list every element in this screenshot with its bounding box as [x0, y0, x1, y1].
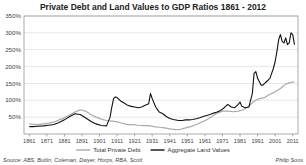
y-tick-label: 50% — [9, 113, 22, 120]
x-tick — [204, 134, 205, 137]
y-tick-label: 200% — [5, 63, 21, 70]
x-tick — [292, 134, 293, 137]
y-tick-label: 100% — [5, 96, 21, 103]
grid — [24, 16, 298, 117]
legend-label: Aggregate Land Values — [168, 147, 230, 153]
x-tick-label: 1941 — [164, 138, 176, 144]
x-tick — [99, 134, 100, 137]
x-tick-label: 1891 — [76, 138, 88, 144]
series-line — [29, 82, 294, 130]
annotation: Source: ABS, Butlin, Coleman, Dwyer, Hor… — [3, 157, 143, 163]
x-tick-label: 1991 — [251, 138, 263, 144]
x-tick-label: 1931 — [146, 138, 158, 144]
x-tick — [187, 134, 188, 137]
x-tick — [81, 134, 82, 137]
x-tick — [275, 134, 276, 137]
x-tick — [152, 134, 153, 137]
x-tick-label: 1911 — [111, 138, 123, 144]
y-tick-label: 250% — [5, 46, 21, 53]
series-line — [29, 33, 294, 127]
x-tick — [222, 134, 223, 137]
grid-line — [24, 83, 298, 84]
x-tick — [169, 134, 170, 137]
x-tick-label: 1871 — [41, 138, 53, 144]
y-tick-label: 300% — [5, 29, 21, 36]
grid-line — [24, 32, 298, 33]
grid-line — [24, 49, 298, 50]
x-tick-label: 1971 — [216, 138, 228, 144]
x-tick-label: 1901 — [93, 138, 105, 144]
x-tick-label: 1951 — [181, 138, 193, 144]
title: Private Debt and Land Values to GDP Rati… — [40, 2, 266, 12]
legend-label: Total Private Debt — [93, 147, 141, 153]
grid-line — [24, 66, 298, 67]
legend: Total Private Debt Aggregate Land Values — [76, 147, 230, 153]
x-tick — [64, 134, 65, 137]
x-tick-label: 1981 — [234, 138, 246, 144]
x-tick-label: 1921 — [128, 138, 140, 144]
x-tick-label: 2011 — [287, 138, 299, 144]
plot-frame — [24, 16, 298, 134]
x-tick — [46, 134, 47, 137]
x-tick-label: 1961 — [199, 138, 211, 144]
y-tick-label: 350% — [5, 12, 21, 19]
chart: Private Debt and Land Values to GDP Rati… — [0, 0, 306, 165]
legend-swatch — [151, 149, 165, 150]
series-group — [29, 33, 294, 130]
legend-swatch — [76, 149, 90, 150]
x-tick — [134, 134, 135, 137]
x-tick — [117, 134, 118, 137]
annotation: Philip Soos — [275, 157, 303, 163]
x-tick — [240, 134, 241, 137]
x-tick — [257, 134, 258, 137]
x-tick-label: 1861 — [23, 138, 35, 144]
x-tick-label: 2001 — [269, 138, 281, 144]
x-tick-label: 1881 — [58, 138, 70, 144]
x-tick — [29, 134, 30, 137]
y-tick-label: 150% — [5, 80, 21, 87]
